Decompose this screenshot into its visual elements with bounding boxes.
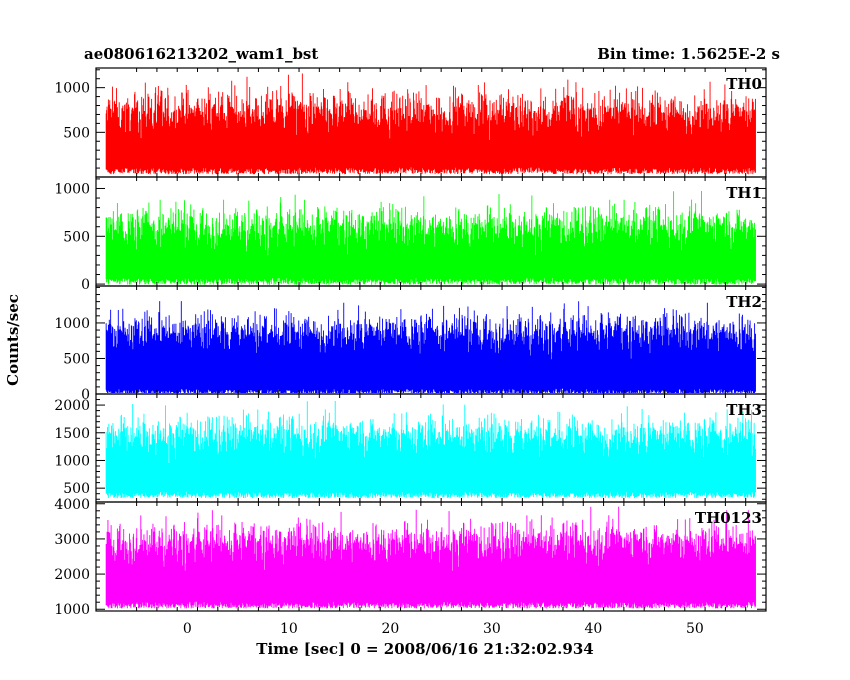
panel-th0123: 1000 2000 3000 4000 TH0123 — [54, 497, 767, 618]
series-trace-th0123 — [105, 506, 756, 609]
x-tick-label: 40 — [585, 621, 603, 637]
x-tick-label: 50 — [686, 621, 704, 637]
x-tick-label: 30 — [483, 621, 501, 637]
x-axis: 0 10 20 30 40 50 — [183, 621, 704, 637]
y-tick-label: 1000 — [54, 81, 90, 97]
panel-label-th2: TH2 — [726, 293, 762, 311]
y-tick-label: 1000 — [54, 316, 90, 332]
y-tick-label: 3000 — [54, 532, 90, 548]
y-tick-label: 500 — [63, 229, 90, 245]
y-tick-label: 500 — [63, 481, 90, 497]
panel-label-th3: TH3 — [726, 401, 762, 419]
panel-th3: 500 1000 1500 2000 TH3 — [54, 393, 767, 503]
series-trace-th2 — [105, 301, 756, 393]
x-tick-label: 10 — [280, 621, 298, 637]
y-tick-label: 1000 — [54, 453, 90, 469]
panel-label-th0: TH0 — [726, 75, 762, 93]
y-tick-label: 500 — [63, 125, 90, 141]
series-trace-th0 — [105, 73, 756, 175]
y-tick-label: 500 — [63, 351, 90, 367]
panel-th2: 0 500 1000 TH2 — [54, 285, 767, 403]
x-axis-label: Time [sec] 0 = 2008/06/16 21:32:02.934 — [256, 640, 593, 658]
y-tick-label: 1000 — [54, 602, 90, 618]
y-tick-label: 4000 — [54, 497, 90, 513]
panel-frame — [95, 501, 767, 612]
panel-th1: 0 500 1000 TH1 — [54, 176, 767, 293]
series-trace-th1 — [105, 191, 756, 285]
panel-label-th0123: TH0123 — [695, 509, 762, 527]
y-tick-label: 2000 — [54, 567, 90, 583]
series-trace-th3 — [105, 401, 756, 499]
panel-label-th1: TH1 — [726, 184, 762, 202]
chart-title: ae080616213202_wam1_bst — [84, 45, 318, 63]
y-tick-label: 0 — [81, 277, 90, 293]
bin-time-label: Bin time: 1.5625E-2 s — [597, 45, 780, 63]
y-tick-label: 1500 — [54, 426, 90, 442]
x-tick-label: 0 — [183, 621, 192, 637]
y-tick-label: 0 — [81, 387, 90, 403]
y-axis-label: Counts/sec — [4, 294, 22, 386]
panel-th0: 500 1000 TH0 — [54, 67, 767, 178]
x-tick-label: 20 — [381, 621, 399, 637]
y-tick-label: 2000 — [54, 398, 90, 414]
y-tick-label: 1000 — [54, 181, 90, 197]
